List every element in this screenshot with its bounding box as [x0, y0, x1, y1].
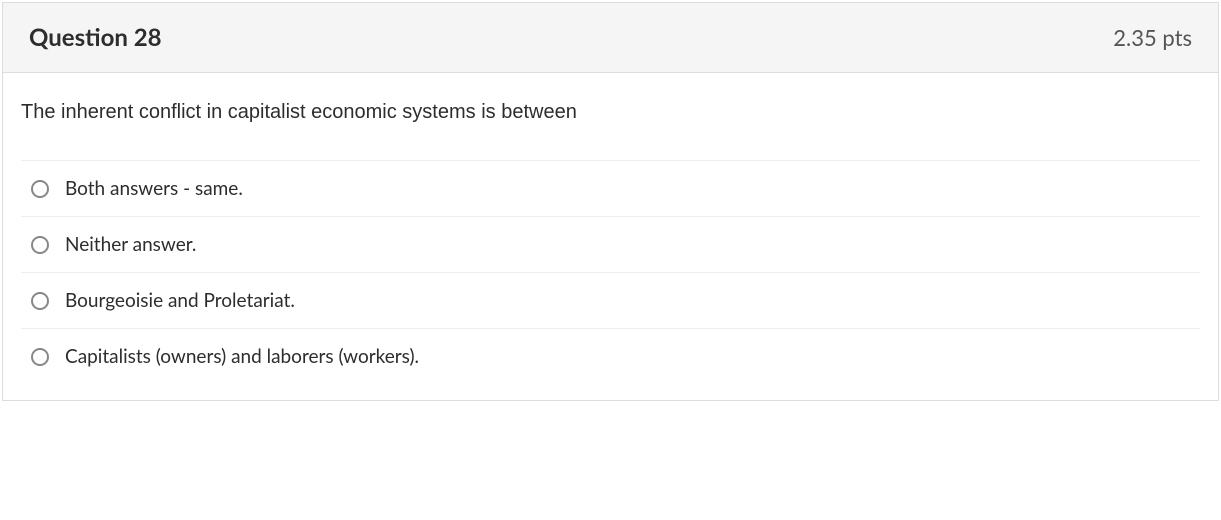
radio-icon[interactable]	[31, 236, 49, 254]
radio-icon[interactable]	[31, 292, 49, 310]
answer-label: Capitalists (owners) and laborers (worke…	[65, 345, 419, 368]
radio-icon[interactable]	[31, 348, 49, 366]
answer-option[interactable]: Capitalists (owners) and laborers (worke…	[21, 328, 1200, 372]
question-body: The inherent conflict in capitalist econ…	[3, 73, 1218, 400]
answer-option[interactable]: Both answers - same.	[21, 160, 1200, 216]
answer-label: Both answers - same.	[65, 177, 243, 200]
answer-option[interactable]: Neither answer.	[21, 216, 1200, 272]
question-title: Question 28	[29, 23, 162, 52]
question-header: Question 28 2.35 pts	[3, 3, 1218, 73]
answer-option[interactable]: Bourgeoisie and Proletariat.	[21, 272, 1200, 328]
answer-label: Neither answer.	[65, 233, 196, 256]
answer-label: Bourgeoisie and Proletariat.	[65, 289, 295, 312]
radio-icon[interactable]	[31, 180, 49, 198]
question-points: 2.35 pts	[1113, 24, 1192, 51]
question-card: Question 28 2.35 pts The inherent confli…	[2, 2, 1219, 401]
question-prompt: The inherent conflict in capitalist econ…	[21, 101, 1200, 160]
answer-list: Both answers - same. Neither answer. Bou…	[21, 160, 1200, 372]
